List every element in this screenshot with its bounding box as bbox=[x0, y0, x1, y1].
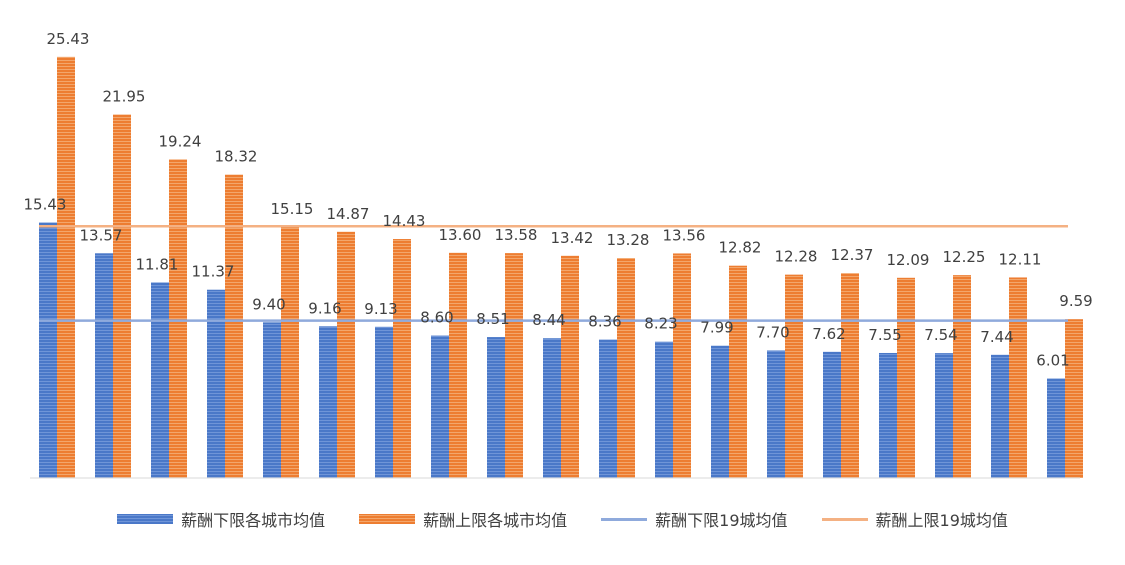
bar-lower-13 bbox=[711, 345, 729, 478]
data-label-upper-6: 14.87 bbox=[327, 205, 370, 223]
bar-lower-9 bbox=[487, 337, 505, 478]
bar-lower-7 bbox=[375, 326, 393, 478]
data-label-upper-1: 25.43 bbox=[47, 30, 90, 48]
data-label-lower-1: 15.43 bbox=[24, 195, 67, 213]
bar-upper-4 bbox=[225, 174, 243, 479]
data-label-upper-15: 12.37 bbox=[831, 246, 874, 264]
data-label-lower-19: 6.01 bbox=[1036, 351, 1069, 369]
bar-upper-17 bbox=[953, 275, 971, 478]
data-label-upper-18: 12.11 bbox=[999, 250, 1042, 268]
data-labels-layer: 15.43 25.43 13.57 21.95 11.81 19.24 11.37 18.32… bbox=[24, 30, 1093, 370]
data-label-upper-4: 18.32 bbox=[215, 148, 258, 166]
data-label-lower-13: 7.99 bbox=[700, 319, 733, 337]
bar-lower-18 bbox=[991, 354, 1009, 478]
bar-upper-12 bbox=[673, 253, 691, 478]
data-label-upper-19: 9.59 bbox=[1059, 292, 1092, 310]
data-label-upper-5: 15.15 bbox=[271, 200, 314, 218]
data-label-lower-11: 8.36 bbox=[588, 313, 621, 331]
data-label-lower-16: 7.55 bbox=[868, 326, 901, 344]
bars-layer bbox=[30, 56, 1083, 479]
legend-swatch-upper-city bbox=[359, 514, 416, 524]
legend-item-upper-avg: 薪酬上限19城均值 bbox=[821, 507, 1008, 531]
bar-upper-2 bbox=[113, 114, 131, 479]
data-label-lower-17: 7.54 bbox=[924, 326, 957, 344]
bar-upper-11 bbox=[617, 258, 635, 478]
legend-swatch-lower-city bbox=[117, 514, 174, 524]
bar-lower-4 bbox=[207, 289, 225, 478]
average-lines-layer bbox=[39, 225, 1068, 322]
data-label-upper-13: 12.82 bbox=[719, 239, 762, 257]
data-label-lower-2: 13.57 bbox=[80, 226, 123, 244]
bar-upper-18 bbox=[1009, 277, 1027, 478]
data-label-upper-14: 12.28 bbox=[775, 248, 818, 266]
bar-lower-15 bbox=[823, 351, 841, 478]
data-label-upper-7: 14.43 bbox=[383, 212, 426, 230]
bar-upper-15 bbox=[841, 273, 859, 478]
bar-upper-14 bbox=[785, 274, 803, 478]
data-label-lower-14: 7.70 bbox=[756, 323, 789, 341]
legend-label-lower-city: 薪酬下限各城市均值 bbox=[181, 511, 326, 530]
legend-item-upper-city: 薪酬上限各城市均值 bbox=[359, 507, 567, 531]
data-label-upper-8: 13.60 bbox=[439, 226, 482, 244]
bar-lower-5 bbox=[263, 322, 281, 478]
legend-swatch-upper-avg bbox=[821, 517, 868, 521]
data-label-lower-3: 11.81 bbox=[136, 255, 179, 273]
legend-swatch-lower-avg bbox=[601, 517, 648, 521]
data-label-lower-4: 11.37 bbox=[192, 263, 235, 281]
bar-lower-1 bbox=[39, 222, 57, 478]
legend-item-lower-city: 薪酬下限各城市均值 bbox=[117, 507, 325, 531]
data-label-upper-17: 12.25 bbox=[943, 248, 986, 266]
bar-lower-8 bbox=[431, 335, 449, 478]
data-label-lower-18: 7.44 bbox=[980, 328, 1013, 346]
data-label-upper-3: 19.24 bbox=[159, 132, 202, 150]
data-label-upper-11: 13.28 bbox=[607, 231, 650, 249]
bar-lower-6 bbox=[319, 326, 337, 478]
data-label-upper-10: 13.42 bbox=[551, 229, 594, 247]
data-label-lower-7: 9.13 bbox=[364, 300, 397, 318]
data-label-lower-6: 9.16 bbox=[308, 299, 341, 317]
data-label-lower-5: 9.40 bbox=[252, 295, 285, 313]
legend-label-upper-city: 薪酬上限各城市均值 bbox=[423, 511, 568, 530]
bar-upper-19 bbox=[1065, 319, 1083, 478]
bar-upper-6 bbox=[337, 231, 355, 478]
data-label-lower-9: 8.51 bbox=[476, 310, 509, 328]
legend-label-lower-avg: 薪酬下限19城均值 bbox=[655, 511, 788, 530]
bar-upper-16 bbox=[897, 277, 915, 478]
bar-upper-5 bbox=[281, 227, 299, 478]
bar-lower-10 bbox=[543, 338, 561, 478]
bar-lower-11 bbox=[599, 339, 617, 478]
bar-lower-14 bbox=[767, 350, 785, 478]
data-label-lower-8: 8.60 bbox=[420, 309, 453, 327]
bar-upper-1 bbox=[57, 56, 75, 478]
bar-lower-16 bbox=[879, 352, 897, 478]
bar-upper-7 bbox=[393, 239, 411, 478]
data-label-upper-2: 21.95 bbox=[103, 88, 146, 106]
bar-upper-9 bbox=[505, 253, 523, 478]
data-label-upper-16: 12.09 bbox=[887, 251, 930, 269]
data-label-lower-15: 7.62 bbox=[812, 325, 845, 343]
bar-lower-19 bbox=[1047, 378, 1065, 478]
bar-lower-17 bbox=[935, 353, 953, 478]
legend-item-lower-avg: 薪酬下限19城均值 bbox=[601, 507, 788, 531]
data-label-lower-10: 8.44 bbox=[532, 311, 565, 329]
bar-upper-10 bbox=[561, 255, 579, 478]
legend-label-upper-avg: 薪酬上限19城均值 bbox=[875, 511, 1008, 530]
data-label-lower-12: 8.23 bbox=[644, 315, 677, 333]
bar-upper-13 bbox=[729, 265, 747, 478]
chart: 15.43 25.43 13.57 21.95 11.81 19.24 11.37 18.32… bbox=[24, 30, 1093, 479]
data-label-upper-12: 13.56 bbox=[663, 226, 706, 244]
bar-lower-2 bbox=[95, 253, 113, 478]
legend: 薪酬下限各城市均值 薪酬上限各城市均值 薪酬下限19城均值 薪酬上限19城均值 bbox=[0, 505, 1125, 533]
bar-upper-8 bbox=[449, 252, 467, 478]
bar-lower-3 bbox=[151, 282, 169, 478]
bar-upper-3 bbox=[169, 159, 187, 478]
bar-lower-12 bbox=[655, 341, 673, 478]
data-label-upper-9: 13.58 bbox=[495, 226, 538, 244]
